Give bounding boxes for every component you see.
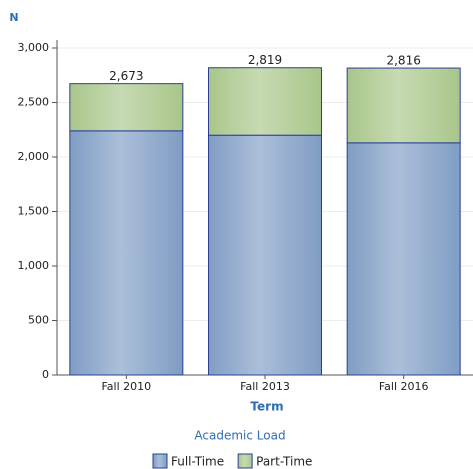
bar-segment [346, 67, 461, 144]
total-label: 2,819 [248, 53, 282, 67]
total-label: 2,816 [386, 54, 420, 68]
legend-label: Full-Time [171, 455, 224, 469]
y-axis-label: N [9, 11, 18, 24]
bar-segment [208, 67, 322, 136]
legend-title: Academic Load [194, 429, 285, 443]
y-tick-label: 2,000 [18, 150, 50, 163]
bar-segment [208, 134, 322, 376]
y-tick-label: 2,500 [18, 96, 50, 109]
x-axis-label: Term [250, 400, 283, 414]
x-tick-label: Fall 2016 [379, 380, 429, 393]
bar-segment [69, 83, 184, 132]
legend-swatch [152, 453, 168, 469]
bar-segment [346, 142, 461, 376]
y-tick-label: 3,000 [18, 41, 50, 54]
legend-label: Part-Time [256, 455, 312, 469]
total-label: 2,673 [109, 69, 143, 83]
y-tick-label: 0 [42, 368, 49, 381]
x-tick-label: Fall 2013 [240, 380, 290, 393]
y-tick-label: 1,500 [18, 205, 50, 218]
x-tick-label: Fall 2010 [101, 380, 151, 393]
bar-segment [69, 130, 184, 376]
y-tick-label: 1,000 [18, 259, 50, 272]
y-tick-label: 500 [28, 314, 49, 327]
legend-swatch [237, 453, 253, 469]
